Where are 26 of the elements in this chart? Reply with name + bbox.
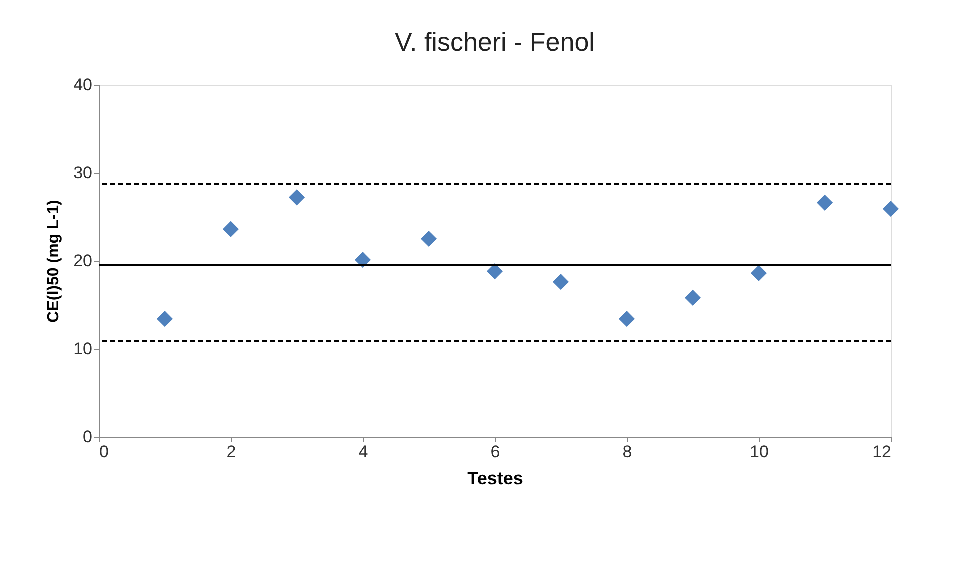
x-tick-label: 8 — [622, 442, 632, 462]
point — [156, 311, 174, 328]
point — [222, 221, 240, 238]
point — [288, 190, 306, 206]
y-tick-label: 40 — [74, 76, 92, 94]
y-tick-label: 0 — [83, 428, 92, 446]
y-tick-label: 30 — [74, 164, 92, 182]
point — [684, 290, 702, 306]
point — [750, 265, 768, 282]
point — [552, 274, 570, 290]
x-tick-label: 12 — [872, 442, 892, 462]
point — [816, 194, 834, 211]
chart-title: V. fischeri - Fenol — [395, 27, 595, 57]
y-axis-title: CE(I)50 (mg L-1) — [46, 200, 63, 323]
point — [486, 264, 504, 280]
point — [618, 311, 636, 328]
x-tick-label: 4 — [358, 442, 368, 462]
point — [882, 201, 900, 218]
x-tick-label: 0 — [100, 442, 109, 462]
x-axis-title: Testes — [468, 468, 524, 488]
x-tick-label: 6 — [490, 442, 500, 462]
point — [420, 230, 438, 248]
y-tick-label: 20 — [74, 252, 92, 270]
y-tick-label: 10 — [74, 340, 92, 358]
x-tick-label: 10 — [750, 442, 769, 462]
x-tick-label: 2 — [226, 442, 236, 462]
